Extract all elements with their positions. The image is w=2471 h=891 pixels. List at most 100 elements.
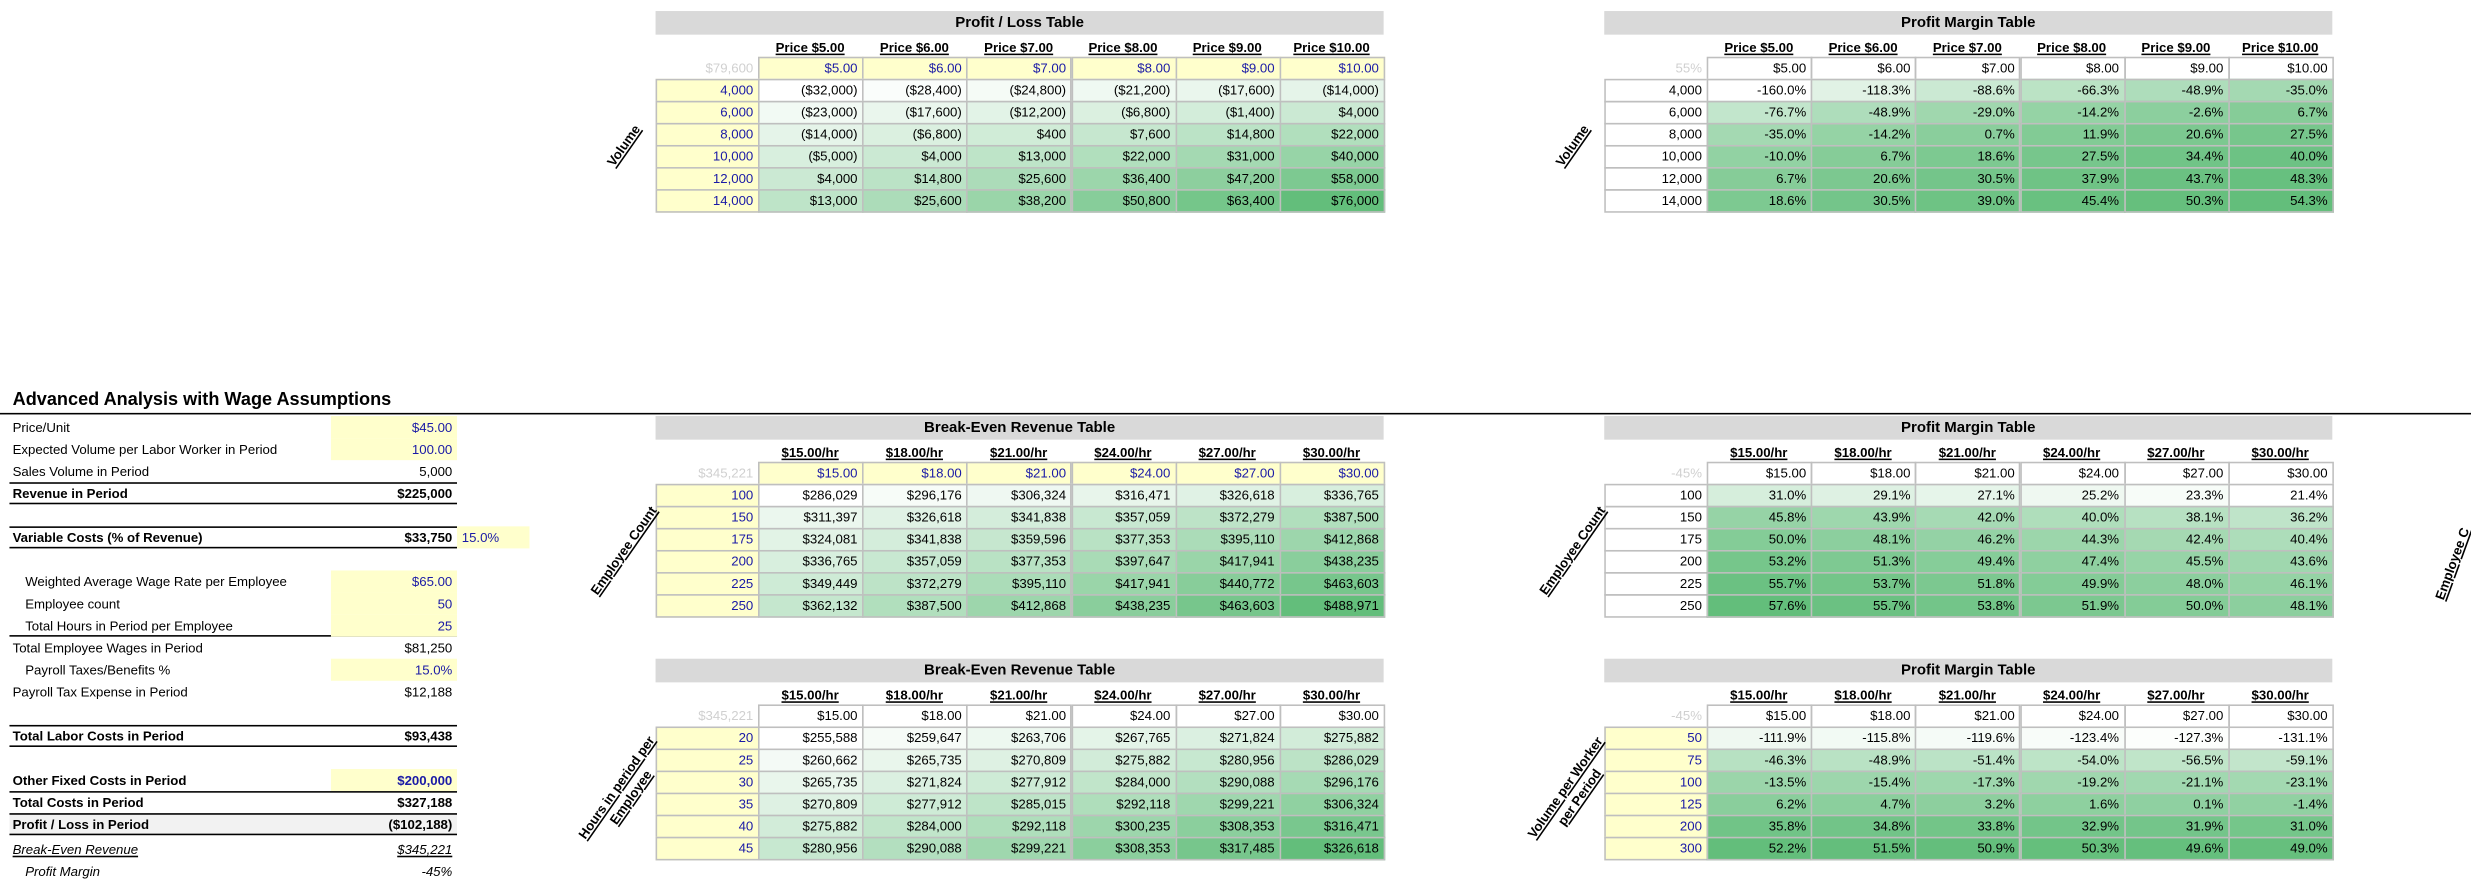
table-cell: 32.9% bbox=[2019, 814, 2126, 839]
column-header: $30.00/hr bbox=[2251, 444, 2309, 461]
panel-value: $33,750 bbox=[404, 529, 453, 546]
column-header: Price $7.00 bbox=[984, 39, 1054, 56]
top-input: $10.00 bbox=[1279, 56, 1386, 81]
top-input: $21.00 bbox=[1915, 704, 2022, 729]
top-input: $27.00 bbox=[1175, 461, 1281, 486]
row-input: 100 bbox=[1604, 770, 1709, 795]
corner-value: -45% bbox=[1671, 707, 1702, 724]
table-cell: 36.2% bbox=[2228, 505, 2334, 530]
table-cell: 30.5% bbox=[1810, 189, 1917, 213]
column-header: Price $10.00 bbox=[2242, 39, 2319, 56]
column-header: $30.00/hr bbox=[1302, 444, 1361, 461]
top-input: $5.00 bbox=[1706, 56, 1813, 81]
column-header: $21.00/hr bbox=[1938, 444, 1996, 461]
table-cell: $372,279 bbox=[1175, 505, 1281, 530]
top-input: $15.00 bbox=[1706, 704, 1813, 729]
table-cell: ($32,000) bbox=[758, 78, 864, 103]
table-cell: $317,485 bbox=[1175, 836, 1281, 861]
table-cell: 49.9% bbox=[2019, 572, 2126, 596]
table-cell: -14.2% bbox=[2019, 100, 2126, 125]
table-cell: -35.0% bbox=[1706, 122, 1813, 147]
top-input: $21.00 bbox=[1915, 461, 2022, 486]
table-cell: -17.3% bbox=[1915, 770, 2022, 795]
table-cell: $286,029 bbox=[758, 483, 864, 508]
table-cell: $63,400 bbox=[1175, 189, 1281, 213]
top-input: $24.00 bbox=[2019, 461, 2126, 486]
top-input: $15.00 bbox=[758, 704, 864, 729]
table-cell: $275,882 bbox=[1070, 748, 1177, 773]
column-header: $21.00/hr bbox=[990, 687, 1048, 703]
table-title: Break-Even Revenue Table bbox=[655, 658, 1384, 683]
table-cell: 49.4% bbox=[1915, 549, 2022, 574]
table-cell: 45.4% bbox=[2019, 189, 2126, 213]
row-input: 30 bbox=[655, 770, 760, 795]
table-title: Profit / Loss Table bbox=[655, 11, 1384, 35]
table-cell: 0.1% bbox=[2123, 792, 2230, 817]
panel-label: Profit / Loss in Period bbox=[12, 816, 150, 833]
table-cell: 31.0% bbox=[1706, 483, 1813, 508]
table-cell: 3.2% bbox=[1915, 792, 2022, 817]
table-cell: $326,618 bbox=[862, 505, 969, 530]
table-cell: 6.7% bbox=[2228, 100, 2334, 125]
divider bbox=[0, 412, 2471, 415]
table-cell: $463,603 bbox=[1279, 572, 1386, 596]
corner-value: $345,221 bbox=[698, 707, 754, 724]
panel-value: $200,000 bbox=[330, 769, 458, 792]
axis-label-line: Hours in period per bbox=[574, 732, 658, 842]
table-cell: -48.9% bbox=[1810, 100, 1917, 125]
table-cell: $326,618 bbox=[1279, 836, 1386, 861]
table-cell: $308,353 bbox=[1175, 814, 1281, 839]
table-cell: 6.2% bbox=[1706, 792, 1813, 817]
top-input: $7.00 bbox=[966, 56, 1073, 81]
row-input: 10,000 bbox=[655, 144, 760, 169]
top-input: $6.00 bbox=[862, 56, 969, 81]
table-cell: $275,882 bbox=[1279, 726, 1386, 751]
table-cell: ($24,800) bbox=[966, 78, 1073, 103]
axis-label-line: Volume per Worker bbox=[1524, 733, 1606, 841]
table-cell: $336,765 bbox=[1279, 483, 1386, 508]
table-cell: -10.0% bbox=[1706, 144, 1813, 169]
table-cell: ($6,800) bbox=[862, 122, 969, 147]
top-input: $30.00 bbox=[1279, 704, 1386, 729]
panel-value: 25 bbox=[330, 614, 458, 637]
table-cell: $349,449 bbox=[758, 572, 864, 596]
table-cell: $265,735 bbox=[758, 770, 864, 795]
table-title: Profit Margin Table bbox=[1604, 416, 2333, 440]
row-input: 12,000 bbox=[655, 167, 760, 191]
table-cell: 31.9% bbox=[2123, 814, 2230, 839]
panel-row bbox=[9, 615, 458, 637]
table-cell: -15.4% bbox=[1810, 770, 1917, 795]
panel-row bbox=[9, 813, 458, 836]
table-title: Profit Margin Table bbox=[1604, 658, 2333, 683]
table-cell: 6.7% bbox=[1810, 144, 1917, 169]
table-cell: -56.5% bbox=[2123, 748, 2230, 773]
column-header: Price $10.00 bbox=[1293, 39, 1370, 56]
table-cell: $47,200 bbox=[1175, 167, 1281, 191]
table-cell: 30.5% bbox=[1915, 167, 2022, 191]
table-cell: -131.1% bbox=[2228, 726, 2334, 751]
table-cell: 53.2% bbox=[1706, 549, 1813, 574]
row-input: 8,000 bbox=[655, 122, 760, 147]
table-cell: $417,941 bbox=[1175, 549, 1281, 574]
table-cell: ($14,000) bbox=[1279, 78, 1386, 103]
table-cell: 46.1% bbox=[2228, 572, 2334, 596]
column-header: $18.00/hr bbox=[885, 444, 943, 461]
table-cell: $290,088 bbox=[1175, 770, 1281, 795]
table-cell: 53.8% bbox=[1915, 594, 2022, 618]
table-cell: $4,000 bbox=[758, 167, 864, 191]
table-cell: $280,956 bbox=[1175, 748, 1281, 773]
table-cell: $372,279 bbox=[862, 572, 969, 596]
table-cell: 48.3% bbox=[2228, 167, 2334, 191]
table-cell: $263,706 bbox=[966, 726, 1073, 751]
panel-label: Profit Margin bbox=[25, 863, 101, 880]
row-input: 45 bbox=[655, 836, 760, 861]
table-cell: $260,662 bbox=[758, 748, 864, 773]
top-input: $24.00 bbox=[2019, 704, 2126, 729]
table-cell: -76.7% bbox=[1706, 100, 1813, 125]
table-cell: -1.4% bbox=[2228, 792, 2334, 817]
table-cell: 40.0% bbox=[2019, 505, 2126, 530]
table-title: Break-Even Revenue Table bbox=[655, 416, 1384, 440]
table-cell: $285,015 bbox=[966, 792, 1073, 817]
table-cell: -59.1% bbox=[2228, 748, 2334, 773]
table-cell: 35.8% bbox=[1706, 814, 1813, 839]
